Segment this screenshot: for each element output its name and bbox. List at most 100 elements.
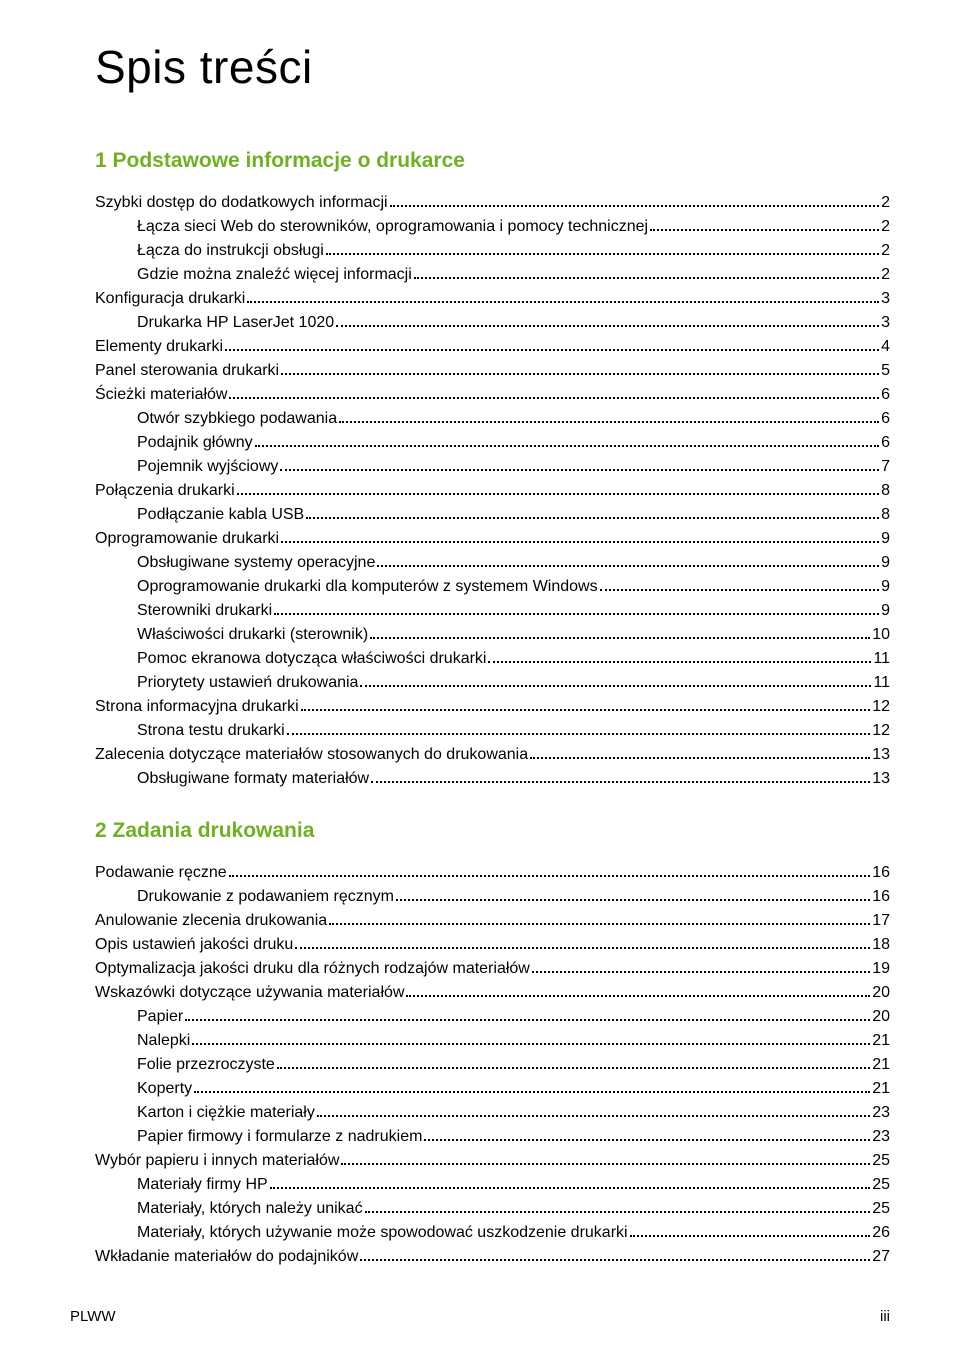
toc-entry-label: Gdzie można znaleźć więcej informacji — [137, 263, 412, 287]
toc-entry-label: Wkładanie materiałów do podajników — [95, 1245, 358, 1269]
toc-entry[interactable]: Papier20 — [95, 1005, 890, 1029]
toc-container: 1 Podstawowe informacje o drukarce Szybki… — [95, 149, 890, 1269]
toc-leader-dots — [194, 1078, 870, 1093]
toc-entry[interactable]: Elementy drukarki4 — [95, 335, 890, 359]
toc-entry[interactable]: Obsługiwane formaty materiałów13 — [95, 767, 890, 791]
toc-leader-dots — [229, 862, 871, 877]
toc-entry[interactable]: Połączenia drukarki8 — [95, 479, 890, 503]
toc-entry[interactable]: Gdzie można znaleźć więcej informacji 2 — [95, 263, 890, 287]
toc-entry-page: 17 — [872, 909, 890, 933]
toc-entry[interactable]: Podajnik główny6 — [95, 431, 890, 455]
toc-entry-label: Zalecenia dotyczące materiałów stosowany… — [95, 743, 528, 767]
toc-entry-label: Nalepki — [137, 1029, 190, 1053]
toc-entry[interactable]: Panel sterowania drukarki5 — [95, 359, 890, 383]
toc-entry[interactable]: Strona testu drukarki12 — [95, 719, 890, 743]
toc-entry[interactable]: Karton i ciężkie materiały23 — [95, 1101, 890, 1125]
toc-entry-label: Obsługiwane systemy operacyjne — [137, 551, 375, 575]
toc-entry-label: Drukarka HP LaserJet 1020 — [137, 311, 334, 335]
toc-leader-dots — [317, 1102, 870, 1117]
toc-entry-label: Panel sterowania drukarki — [95, 359, 279, 383]
toc-entry[interactable]: Drukarka HP LaserJet 1020 3 — [95, 311, 890, 335]
toc-leader-dots — [488, 648, 871, 663]
toc-entry-label: Papier — [137, 1005, 183, 1029]
toc-entry-label: Połączenia drukarki — [95, 479, 235, 503]
toc-entry-label: Podłączanie kabla USB — [137, 503, 304, 527]
toc-section: Szybki dostęp do dodatkowych informacji2… — [95, 191, 890, 791]
toc-entry[interactable]: Koperty21 — [95, 1077, 890, 1101]
toc-entry-label: Obsługiwane formaty materiałów — [137, 767, 369, 791]
toc-entry-label: Oprogramowanie drukarki — [95, 527, 279, 551]
toc-entry[interactable]: Podłączanie kabla USB8 — [95, 503, 890, 527]
toc-leader-dots — [255, 432, 879, 447]
toc-entry[interactable]: Optymalizacja jakości druku dla różnych … — [95, 957, 890, 981]
toc-entry[interactable]: Papier firmowy i formularze z nadrukiem2… — [95, 1125, 890, 1149]
toc-leader-dots — [341, 1150, 870, 1165]
toc-entry[interactable]: Łącza sieci Web do sterowników, oprogram… — [95, 215, 890, 239]
toc-leader-dots — [339, 408, 879, 423]
toc-entry-label: Ścieżki materiałów — [95, 383, 227, 407]
toc-entry[interactable]: Obsługiwane systemy operacyjne9 — [95, 551, 890, 575]
toc-entry-label: Sterowniki drukarki — [137, 599, 272, 623]
toc-entry-page: 2 — [881, 215, 890, 239]
toc-entry[interactable]: Podawanie ręczne16 — [95, 861, 890, 885]
toc-entry-page: 21 — [872, 1077, 890, 1101]
toc-entry[interactable]: Opis ustawień jakości druku18 — [95, 933, 890, 957]
toc-leader-dots — [281, 528, 879, 543]
toc-entry[interactable]: Anulowanie zlecenia drukowania 17 — [95, 909, 890, 933]
toc-entry-page: 27 — [872, 1245, 890, 1269]
section-heading: 2 Zadania drukowania — [95, 819, 890, 843]
toc-entry[interactable]: Materiały, których należy unikać25 — [95, 1197, 890, 1221]
toc-entry[interactable]: Łącza do instrukcji obsługi2 — [95, 239, 890, 263]
toc-entry[interactable]: Pomoc ekranowa dotycząca właściwości dru… — [95, 647, 890, 671]
toc-entry[interactable]: Konfiguracja drukarki3 — [95, 287, 890, 311]
toc-leader-dots — [274, 600, 879, 615]
toc-leader-dots — [247, 288, 879, 303]
toc-leader-dots — [370, 624, 870, 639]
toc-entry-label: Opis ustawień jakości druku — [95, 933, 293, 957]
toc-entry-label: Pomoc ekranowa dotycząca właściwości dru… — [137, 647, 486, 671]
toc-entry-page: 3 — [881, 287, 890, 311]
toc-leader-dots — [377, 552, 879, 567]
toc-entry-page: 25 — [872, 1197, 890, 1221]
toc-leader-dots — [630, 1222, 871, 1237]
toc-entry-label: Elementy drukarki — [95, 335, 223, 359]
toc-leader-dots — [301, 696, 871, 711]
toc-entry[interactable]: Materiały, których używanie może spowodo… — [95, 1221, 890, 1245]
toc-entry[interactable]: Materiały firmy HP25 — [95, 1173, 890, 1197]
toc-entry-label: Strona informacyjna drukarki — [95, 695, 299, 719]
toc-entry-page: 23 — [872, 1101, 890, 1125]
toc-entry-label: Anulowanie zlecenia drukowania — [95, 909, 327, 933]
toc-leader-dots — [287, 720, 871, 735]
toc-entry[interactable]: Wskazówki dotyczące używania materiałów2… — [95, 981, 890, 1005]
toc-entry[interactable]: Otwór szybkiego podawania6 — [95, 407, 890, 431]
toc-entry-page: 9 — [881, 527, 890, 551]
toc-entry-label: Oprogramowanie drukarki dla komputerów z… — [137, 575, 598, 599]
toc-entry-label: Strona testu drukarki — [137, 719, 285, 743]
toc-entry[interactable]: Pojemnik wyjściowy7 — [95, 455, 890, 479]
toc-entry[interactable]: Strona informacyjna drukarki12 — [95, 695, 890, 719]
toc-entry[interactable]: Folie przezroczyste21 — [95, 1053, 890, 1077]
toc-entry-page: 2 — [881, 263, 890, 287]
toc-entry[interactable]: Sterowniki drukarki9 — [95, 599, 890, 623]
section-heading: 1 Podstawowe informacje o drukarce — [95, 149, 890, 173]
toc-entry[interactable]: Oprogramowanie drukarki 9 — [95, 527, 890, 551]
toc-leader-dots — [360, 672, 871, 687]
toc-leader-dots — [295, 934, 870, 949]
toc-entry[interactable]: Wkładanie materiałów do podajników 27 — [95, 1245, 890, 1269]
toc-entry[interactable]: Wybór papieru i innych materiałów25 — [95, 1149, 890, 1173]
toc-leader-dots — [281, 360, 879, 375]
toc-entry-label: Podawanie ręczne — [95, 861, 227, 885]
toc-entry-page: 11 — [873, 671, 890, 695]
toc-entry-page: 3 — [881, 311, 890, 335]
toc-entry[interactable]: Szybki dostęp do dodatkowych informacji2 — [95, 191, 890, 215]
toc-leader-dots — [396, 886, 870, 901]
toc-entry[interactable]: Nalepki21 — [95, 1029, 890, 1053]
toc-entry[interactable]: Zalecenia dotyczące materiałów stosowany… — [95, 743, 890, 767]
toc-entry[interactable]: Ścieżki materiałów6 — [95, 383, 890, 407]
toc-entry[interactable]: Oprogramowanie drukarki dla komputerów z… — [95, 575, 890, 599]
toc-entry-label: Podajnik główny — [137, 431, 253, 455]
toc-entry[interactable]: Właściwości drukarki (sterownik)10 — [95, 623, 890, 647]
toc-entry[interactable]: Priorytety ustawień drukowania11 — [95, 671, 890, 695]
toc-entry[interactable]: Drukowanie z podawaniem ręcznym16 — [95, 885, 890, 909]
toc-leader-dots — [390, 192, 880, 207]
